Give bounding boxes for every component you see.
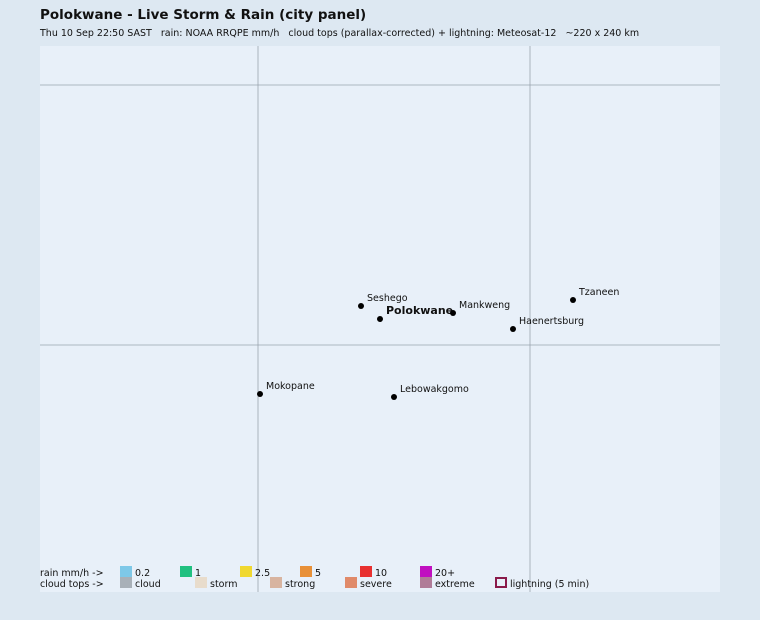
rain-swatch <box>120 566 132 577</box>
city-label: Mokopane <box>266 381 315 392</box>
cloud-swatch-label: cloud <box>135 579 161 590</box>
cloud-swatch-label: storm <box>210 579 237 590</box>
rain-legend-label: rain mm/h -> <box>40 568 104 579</box>
cloud-swatch <box>345 577 357 588</box>
cloud-swatch-label: severe <box>360 579 392 590</box>
lightning-label: lightning (5 min) <box>510 579 589 590</box>
rain-swatch-label: 1 <box>195 568 201 579</box>
city-label: Mankweng <box>459 300 510 311</box>
cloud-swatch <box>195 577 207 588</box>
rain-swatch <box>240 566 252 577</box>
rain-swatch <box>420 566 432 577</box>
rain-swatch-label: 5 <box>315 568 321 579</box>
rain-swatch <box>360 566 372 577</box>
title: Polokwane - Live Storm & Rain (city pane… <box>40 7 366 23</box>
city-marker <box>377 316 383 322</box>
city-label: Lebowakgomo <box>400 384 469 395</box>
subtitle: Thu 10 Sep 22:50 SAST rain: NOAA RRQPE m… <box>39 28 639 39</box>
rain-swatch-label: 10 <box>375 568 387 579</box>
city-marker <box>257 391 263 397</box>
rain-swatch-label: 2.5 <box>255 568 270 579</box>
rain-swatch-label: 20+ <box>435 568 455 579</box>
city-marker <box>570 297 576 303</box>
city-marker <box>510 326 516 332</box>
city-label: Haenertsburg <box>519 316 584 327</box>
cloud-legend-label: cloud tops -> <box>40 579 104 590</box>
graticule <box>40 46 720 592</box>
city-marker <box>391 394 397 400</box>
cloud-swatch-label: extreme <box>435 579 475 590</box>
rain-swatch <box>180 566 192 577</box>
rain-swatch <box>300 566 312 577</box>
rain-swatch-label: 0.2 <box>135 568 150 579</box>
cloud-swatch <box>270 577 282 588</box>
city-label: Polokwane <box>386 304 453 317</box>
city-label: Seshego <box>367 293 408 304</box>
city-label: Tzaneen <box>578 287 619 298</box>
lightning-swatch <box>495 577 507 588</box>
cloud-swatch <box>120 577 132 588</box>
city-marker <box>358 303 364 309</box>
city-marker <box>450 310 456 316</box>
cloud-swatch-label: strong <box>285 579 315 590</box>
cloud-swatch <box>420 577 432 588</box>
